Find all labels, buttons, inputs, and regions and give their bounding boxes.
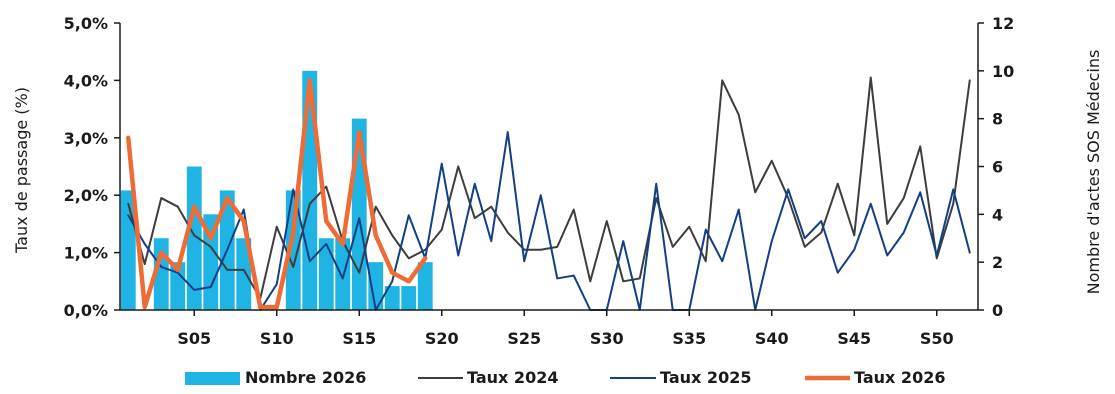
bar-week-19: [417, 262, 433, 310]
x-tick-label: S35: [672, 329, 706, 348]
x-tick-label: S40: [755, 329, 789, 348]
x-tick-label: S15: [342, 329, 376, 348]
x-tick-label: S25: [507, 329, 541, 348]
right-axis-title: Nombre d'actes SOS Médecins: [1084, 50, 1103, 295]
legend-label-taux-2024: Taux 2024: [467, 368, 558, 387]
x-tick-label: S45: [837, 329, 871, 348]
legend-label-taux-2025: Taux 2025: [660, 368, 751, 387]
bar-week-17: [384, 286, 400, 310]
axes: 0,0% 1,0% 2,0% 3,0% 4,0% 5,0% 0 2 4 6 8 10 12 S05 S10 S…: [64, 14, 1015, 348]
left-tick-label: 4,0%: [64, 71, 108, 90]
bar-week-13: [318, 238, 334, 310]
right-tick-label: 4: [992, 205, 1003, 224]
left-tick-label: 2,0%: [64, 186, 108, 205]
right-tick-label: 6: [992, 158, 1003, 177]
bar-week-4: [170, 262, 186, 310]
right-tick-label: 0: [992, 301, 1003, 320]
x-tick-label: S20: [425, 329, 459, 348]
bar-week-6: [203, 214, 219, 310]
left-tick-label: 3,0%: [64, 129, 108, 148]
left-tick-label: 1,0%: [64, 244, 108, 263]
legend: Nombre 2026 Taux 2024 Taux 2025 Taux 2026: [185, 368, 945, 387]
legend-swatch-nombre-2026: [185, 372, 240, 385]
bar-week-16: [368, 262, 384, 310]
right-tick-label: 2: [992, 253, 1003, 272]
line-taux-2024: [127, 76, 971, 300]
bar-week-14: [335, 238, 351, 310]
line-taux-2025: [127, 131, 971, 311]
x-tick-label: S50: [920, 329, 954, 348]
x-tick-label: S10: [260, 329, 294, 348]
left-axis-title: Taux de passage (%): [12, 87, 31, 254]
right-tick-label: 12: [992, 14, 1014, 33]
legend-label-nombre-2026: Nombre 2026: [245, 368, 366, 387]
line-taux-2026: [126, 78, 428, 310]
plot-area: [120, 70, 971, 311]
right-tick-label: 10: [992, 62, 1014, 81]
x-tick-label: S30: [590, 329, 624, 348]
right-tick-label: 8: [992, 110, 1003, 129]
left-tick-label: 0,0%: [64, 301, 108, 320]
bar-week-5: [186, 166, 202, 310]
bar-week-18: [401, 286, 417, 310]
legend-label-taux-2026: Taux 2026: [854, 368, 945, 387]
bar-week-8: [236, 238, 252, 310]
bar-week-11: [285, 190, 301, 310]
x-tick-label: S05: [177, 329, 211, 348]
left-tick-label: 5,0%: [64, 14, 108, 33]
